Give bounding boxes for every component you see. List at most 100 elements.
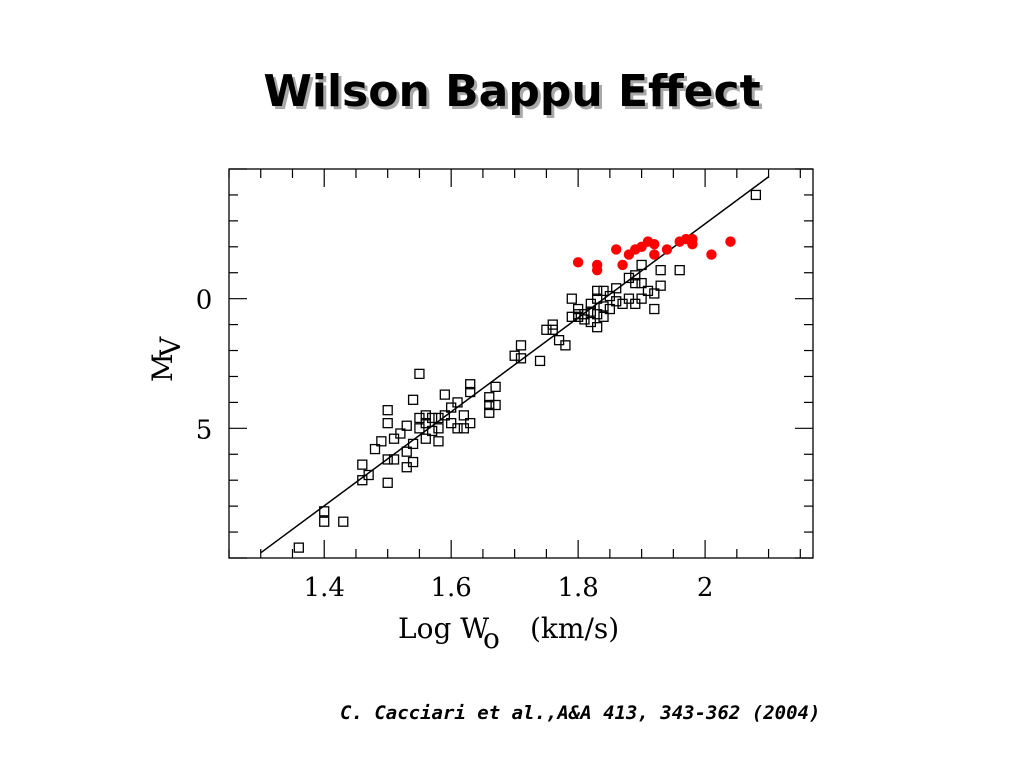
square-point (401, 446, 412, 457)
square-point (414, 368, 425, 380)
x-tick-label: 1.6 (430, 573, 471, 603)
square-point (484, 399, 495, 411)
square-point (592, 309, 603, 320)
square-point (649, 288, 660, 299)
square-point (598, 285, 609, 297)
square-point (515, 340, 527, 351)
x-tick-label: 1.8 (557, 573, 598, 603)
red-circle-point (725, 236, 736, 247)
square-point (363, 469, 374, 481)
square-point (407, 394, 419, 405)
fit-line (260, 176, 770, 554)
x-axis-label: Log W (398, 612, 489, 645)
red-circle-point (617, 259, 628, 271)
square-point (420, 433, 431, 444)
square-point (401, 420, 412, 431)
square-point (592, 293, 603, 304)
square-point (376, 436, 387, 447)
square-point (592, 322, 603, 333)
square-point (414, 412, 425, 424)
square-point (452, 423, 463, 434)
citation: C. Cacciari et al.,A&A 413, 343-362 (200… (340, 702, 821, 724)
square-point (382, 405, 393, 416)
red-circle-point (572, 257, 584, 268)
square-point (490, 381, 501, 392)
square-point (604, 290, 616, 302)
square-point (560, 340, 571, 351)
square-point (357, 475, 368, 486)
square-point (433, 423, 444, 434)
square-point (604, 303, 616, 315)
square-point (611, 296, 622, 307)
square-point (636, 293, 647, 304)
square-point (509, 350, 520, 361)
square-point (566, 311, 577, 322)
square-point (585, 316, 596, 328)
plot-frame (228, 168, 814, 559)
fit-line-layer (260, 176, 770, 554)
square-point (611, 283, 622, 294)
square-point (585, 298, 596, 310)
square-point (617, 298, 628, 310)
square-point (407, 438, 419, 450)
x-axis-unit: (km/s) (530, 612, 619, 645)
x-axis-label-subscript: o (483, 622, 500, 655)
red-circle-point (649, 249, 660, 260)
square-point (592, 285, 603, 297)
red-circle-point (687, 233, 698, 245)
data-points (293, 189, 762, 553)
square-point (630, 270, 641, 281)
square-point (598, 301, 609, 312)
square-point (433, 412, 444, 424)
square-point (293, 542, 304, 553)
square-point (655, 280, 666, 291)
square-point (426, 425, 438, 437)
square-point (490, 399, 501, 411)
square-point (369, 443, 381, 455)
square-point (465, 379, 476, 390)
square-point (579, 314, 590, 325)
square-point (674, 264, 685, 276)
square-point (401, 462, 412, 473)
slide-title: Wilson Bappu Effect (263, 66, 761, 117)
square-point (547, 324, 558, 335)
square-point (623, 272, 635, 284)
y-axis-label: M (146, 353, 179, 382)
x-tick-label: 1.4 (304, 573, 345, 603)
x-tick-label: 2 (697, 573, 714, 603)
square-point (534, 355, 546, 367)
square-point (572, 311, 584, 322)
square-point (623, 293, 635, 304)
axis-labels: 1.4 1.6 1.8 2 0 5 Log Wo (km/s) MV (146, 286, 713, 655)
axis-ticks (228, 168, 813, 559)
square-point (446, 417, 457, 429)
square-point (357, 459, 368, 470)
square-point (388, 433, 400, 444)
square-point (649, 303, 660, 315)
square-point (458, 410, 470, 421)
square-point (439, 410, 450, 421)
square-point (407, 456, 419, 468)
y-tick-label: 0 (196, 286, 213, 316)
y-axis-label-group: MV (146, 336, 187, 382)
y-tick-label: 5 (196, 415, 213, 445)
red-circle-point (649, 239, 660, 250)
square-point (382, 454, 393, 465)
square-point (446, 402, 457, 413)
square-point (572, 303, 584, 315)
square-point (395, 428, 406, 439)
red-circle-point (591, 264, 603, 276)
plot-border (228, 168, 814, 559)
square-point (420, 410, 431, 421)
square-point (636, 277, 647, 289)
square-point (414, 423, 425, 434)
square-point (458, 423, 470, 434)
square-point (382, 477, 393, 488)
square-point (630, 298, 641, 310)
square-point (642, 285, 654, 297)
square-point (382, 417, 393, 429)
square-point (655, 264, 666, 276)
square-point (420, 417, 431, 429)
square-point (388, 454, 400, 465)
